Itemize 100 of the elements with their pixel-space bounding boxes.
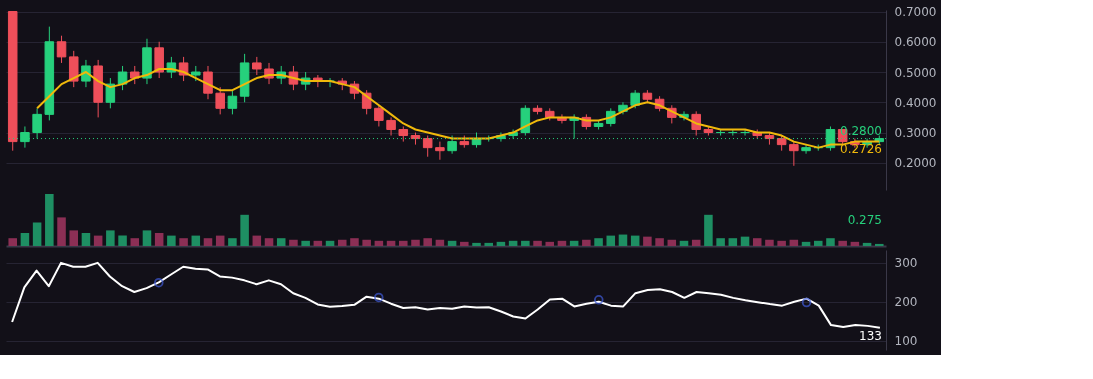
bar [679,240,689,246]
y-tick-label: 0.3000 [894,126,937,141]
bar [691,239,701,246]
candlestick [215,86,225,115]
y-tick-label: 100 [894,334,918,349]
bar [337,239,347,246]
candlestick [227,89,238,115]
bar [240,214,249,246]
candlestick [422,135,433,158]
bar [350,238,359,246]
bar [716,238,725,246]
bar [142,230,152,246]
bar [411,239,420,246]
bar [386,240,396,246]
line-series [11,261,881,329]
bar [704,214,713,246]
bar [618,234,628,246]
y-tick-label: 300 [894,256,918,271]
bar [20,233,30,246]
bar [557,240,567,246]
bar [106,230,115,246]
bar [643,236,652,246]
bar [313,240,323,246]
bar [777,240,786,246]
point [374,292,384,303]
candlestick [789,141,799,167]
point [801,297,812,308]
bar [582,239,591,246]
bar [447,240,457,246]
candlestick [252,56,262,76]
annotation: 0.2726 [840,141,882,156]
candlestick [435,141,445,161]
bar [32,222,42,246]
bar [228,238,237,246]
y-tick-label: 200 [894,295,918,310]
bar [215,235,225,246]
bar [789,239,799,246]
bar [81,233,91,246]
bar [325,240,335,246]
annotation: 0.275 [847,213,882,227]
candlestick [56,35,67,64]
candlestick [203,65,213,100]
point [594,295,604,305]
bar [521,240,530,246]
bar [264,238,274,246]
y-tick-label: 0.4000 [894,95,937,110]
candlestick [447,135,457,155]
candlestick [630,89,640,109]
point [154,277,164,288]
bar [93,235,103,246]
bar [472,242,481,246]
bar [203,238,213,246]
bar [374,240,384,246]
bar [813,240,823,246]
bar [362,239,371,246]
bar [533,240,542,246]
bar [765,239,774,246]
candlestick [386,116,396,137]
bar [826,238,835,246]
y-tick-label: 0.2000 [894,156,937,171]
bar [167,235,176,246]
bar [289,239,298,246]
bar [667,239,677,246]
bar [838,240,847,246]
y-tick-label: 0.6000 [894,35,937,50]
bar [752,238,762,246]
bar [399,240,408,246]
candlestick [374,104,384,127]
candlestick [105,77,116,109]
bar [276,238,286,246]
bar [191,235,201,246]
candlestick [129,65,140,85]
bar [630,235,640,246]
bar [179,238,188,246]
bar [594,238,603,246]
bar [569,240,579,246]
y-tick-label: 0.7000 [894,5,937,20]
bar [655,238,664,246]
bar [606,235,616,246]
bar [8,238,17,246]
bar [545,241,555,246]
bar [423,238,432,246]
bar [484,242,493,246]
bar [45,194,54,246]
bar [130,238,140,246]
bar [875,243,884,246]
y-tick-label: 0.5000 [894,65,937,80]
bar [154,233,164,246]
bar [252,235,262,246]
bar [460,241,469,246]
bar [740,236,750,246]
bar [69,230,79,246]
bar [118,235,127,246]
bar [435,239,445,246]
bar [57,217,66,246]
bar [508,240,518,246]
annotation: 133 [859,328,882,343]
ref-line-label: 0.2800 [840,123,882,138]
candlestick [117,65,128,91]
bar [728,238,738,246]
